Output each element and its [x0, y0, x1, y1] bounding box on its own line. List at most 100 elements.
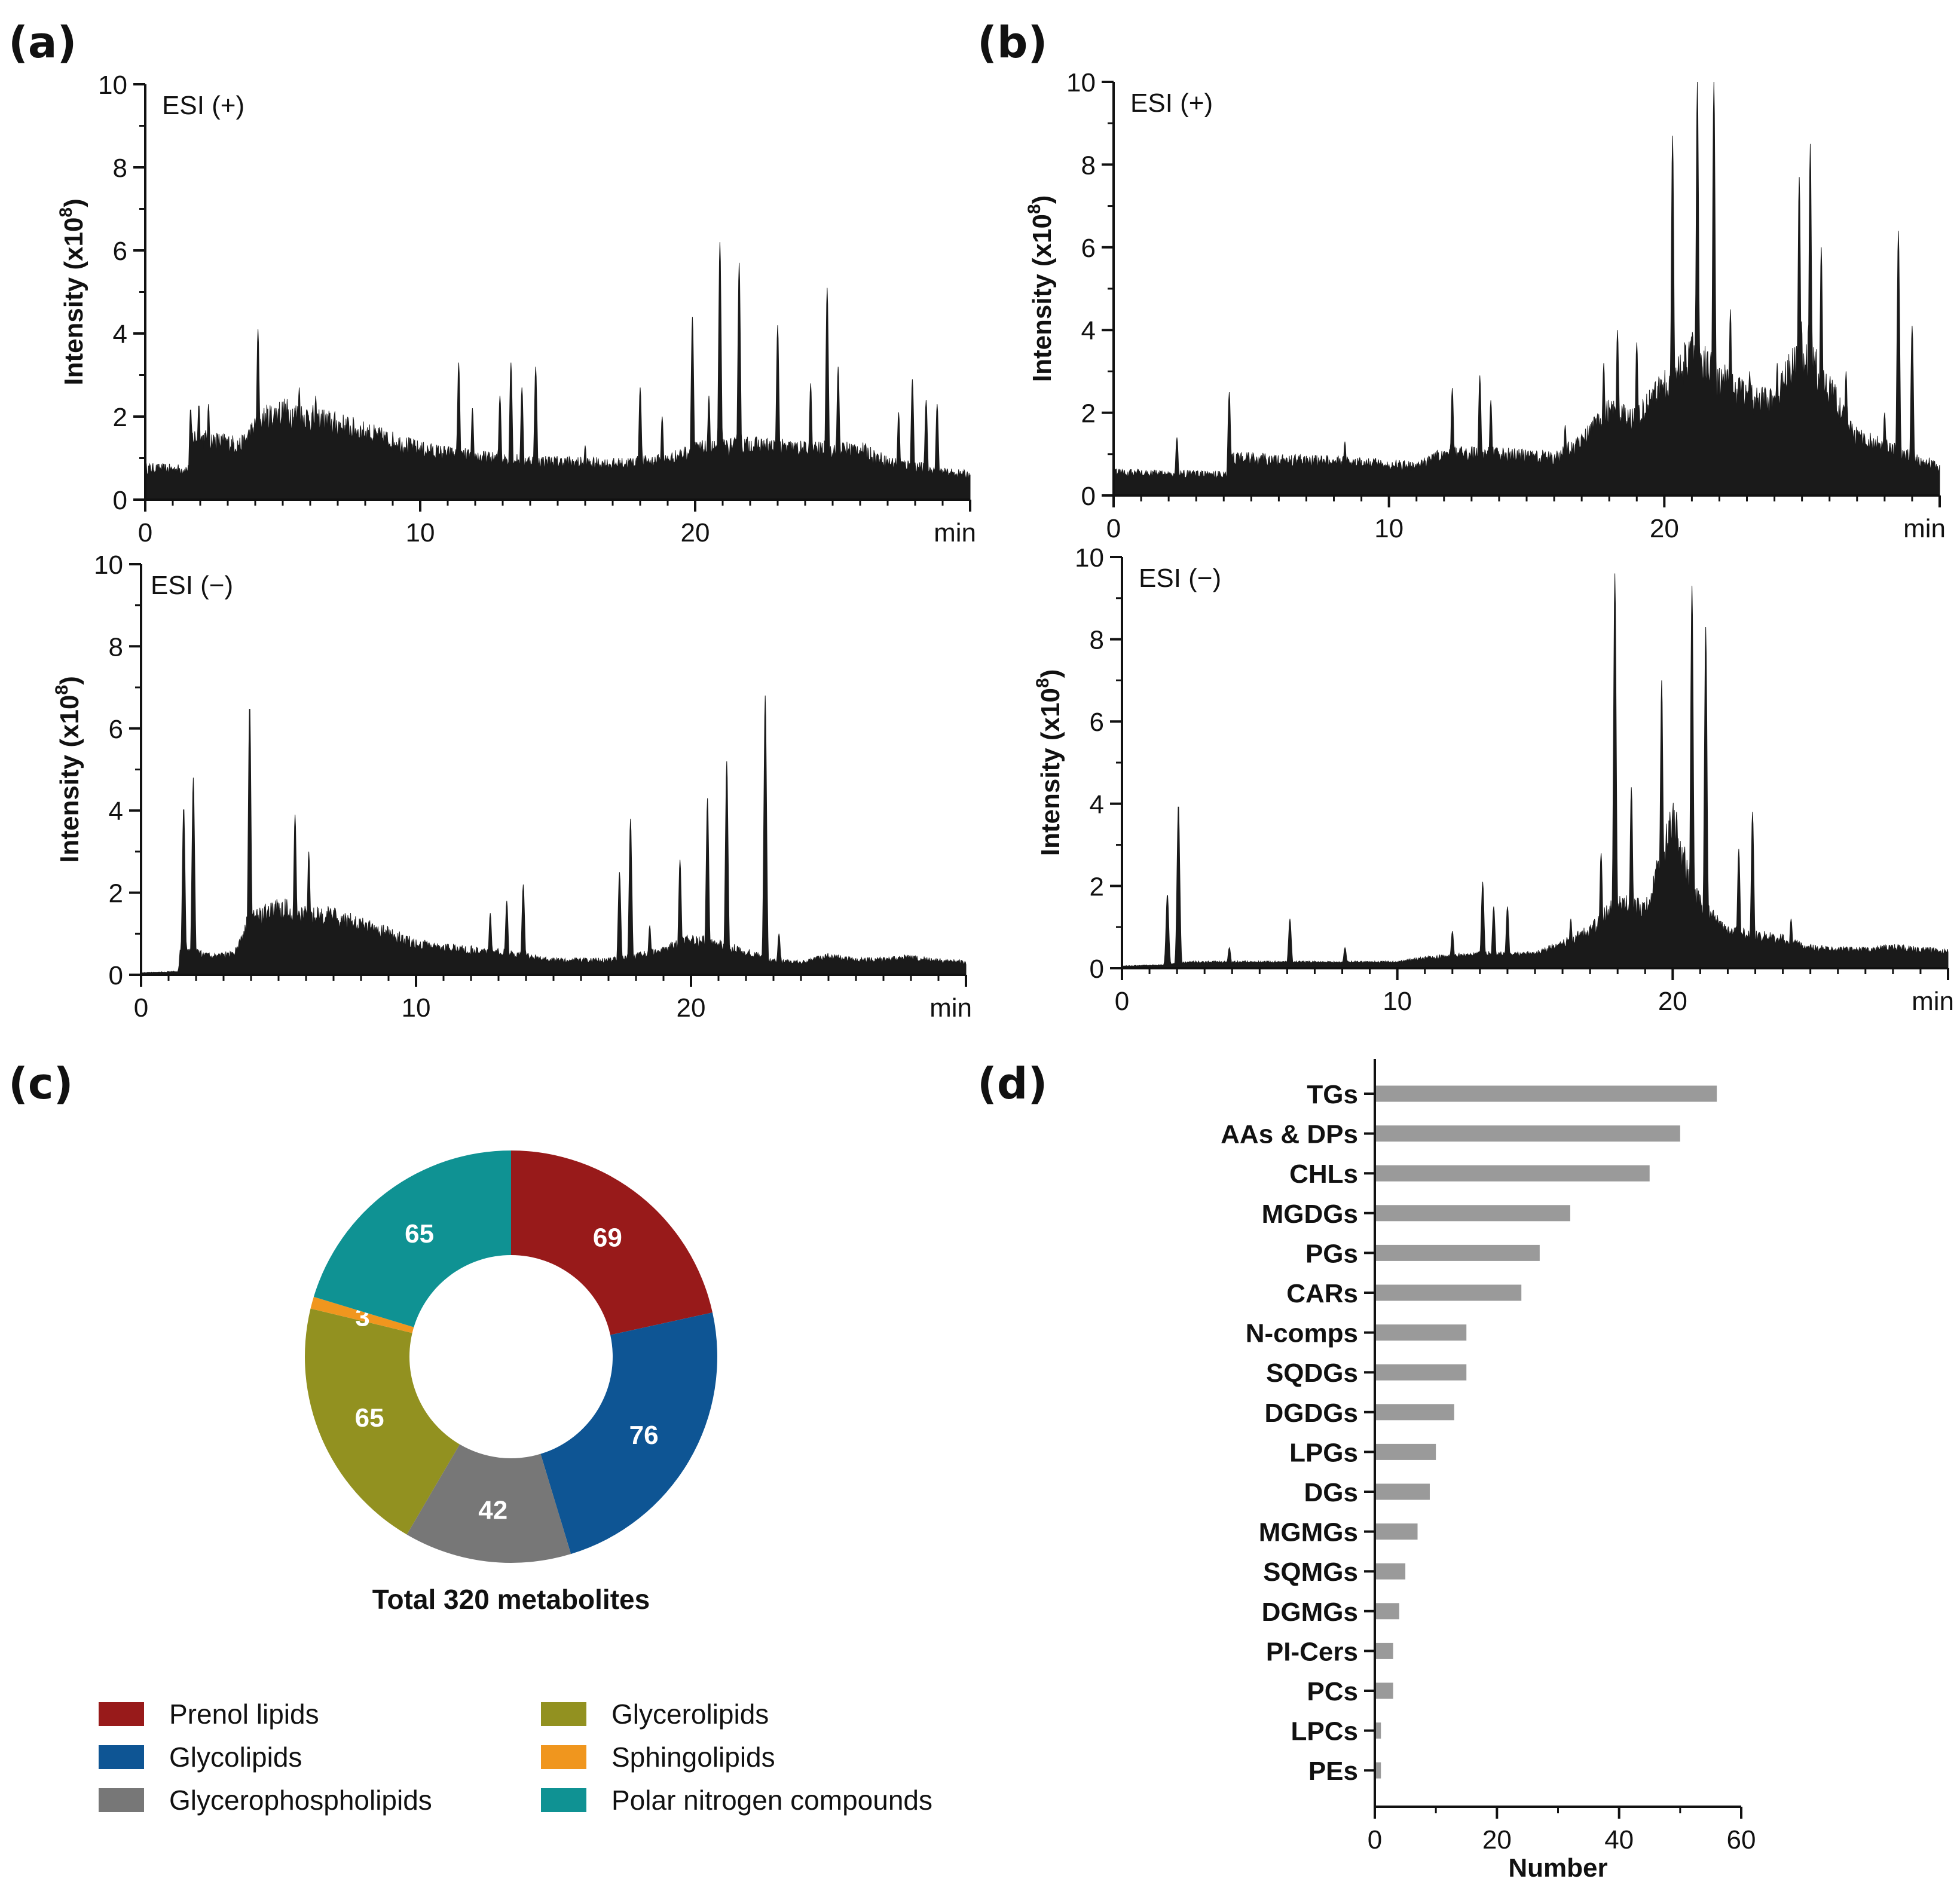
x-unit-label: min [934, 518, 976, 547]
category-label: SQMGs [1263, 1557, 1358, 1587]
y-tick-label: 2 [113, 403, 127, 432]
x-tick-label: 20 [1650, 514, 1679, 543]
y-tick-label: 10 [1066, 68, 1096, 97]
category-label: PEs [1308, 1757, 1358, 1786]
bar [1375, 1483, 1430, 1500]
y-axis-title: Intensity (x108) [1025, 195, 1057, 383]
x-tick-label: 10 [402, 993, 431, 1023]
y-tick-label: 8 [1081, 151, 1096, 180]
y-tick-label: 4 [109, 797, 123, 826]
category-label: PI-Cers [1266, 1637, 1358, 1666]
y-tick-label: 2 [1081, 399, 1096, 429]
legend-entry-label: Polar nitrogen compounds [611, 1785, 932, 1816]
bar [1375, 1682, 1393, 1699]
donut-slice-label: 76 [629, 1421, 659, 1450]
category-label: DGs [1304, 1478, 1358, 1507]
y-tick-label: 10 [98, 71, 127, 100]
y-tick-label: 2 [1090, 872, 1104, 901]
legend-entry-label: Glycolipids [169, 1742, 302, 1773]
x-axis-title: Number [1508, 1853, 1607, 1883]
donut-slice [310, 1296, 414, 1333]
category-label: AAs & DPs [1221, 1120, 1358, 1149]
category-label: N-comps [1246, 1319, 1358, 1348]
category-label: CARs [1286, 1279, 1358, 1308]
donut-slice [511, 1150, 713, 1335]
chromatogram-trace [140, 695, 967, 975]
category-label: LPCs [1291, 1717, 1358, 1746]
donut-slice [406, 1444, 571, 1563]
category-label: CHLs [1289, 1159, 1358, 1189]
bar [1375, 1205, 1570, 1222]
legend-swatch [99, 1745, 144, 1769]
y-tick-label: 0 [109, 961, 123, 990]
category-label: TGs [1307, 1080, 1358, 1109]
x-unit-label: min [1912, 987, 1954, 1016]
y-tick-label: 4 [113, 320, 127, 349]
y-axis-title-exponent: 8 [56, 207, 76, 218]
y-axis-title-close: ) [55, 676, 84, 685]
x-tick-label: 0 [1368, 1825, 1382, 1855]
x-tick-label: 20 [681, 518, 710, 547]
x-tick-label: 10 [1383, 987, 1412, 1016]
donut-slice [305, 1308, 460, 1535]
y-axis-title-exponent: 8 [1025, 204, 1044, 214]
donut-slice [313, 1150, 511, 1327]
chromatogram-trace [1121, 573, 1949, 969]
bar [1375, 1404, 1454, 1421]
bar [1375, 1443, 1436, 1460]
category-label: MGDGs [1262, 1199, 1358, 1229]
x-tick-label: 0 [1106, 514, 1121, 543]
bar [1375, 1364, 1467, 1381]
category-label: DGMGs [1262, 1598, 1358, 1627]
y-axis-title-close: ) [59, 198, 88, 207]
panel-label-b: (b) [977, 17, 1047, 68]
donut-slice-label: 42 [478, 1496, 507, 1525]
category-label: SQDGs [1266, 1358, 1358, 1388]
bar [1375, 1324, 1467, 1341]
y-tick-label: 8 [1090, 626, 1104, 655]
legend-entry-label: Prenol lipids [169, 1699, 319, 1730]
y-axis-title-text: Intensity [1036, 740, 1065, 856]
y-axis-title: Intensity (x108) [52, 676, 84, 863]
bar [1375, 1085, 1717, 1102]
bar [1375, 1244, 1540, 1261]
y-tick-label: 2 [109, 879, 123, 908]
category-label: PGs [1305, 1239, 1358, 1268]
donut-legend: Prenol lipids Glycolipids Glycerophospholi… [99, 1699, 932, 1816]
y-tick-label: 4 [1090, 790, 1104, 819]
y-tick-label: 6 [1090, 708, 1104, 737]
x-unit-label: min [1903, 514, 1946, 543]
legend-swatch [99, 1788, 144, 1812]
chromatogram-trace [1113, 81, 1940, 496]
total-metabolites-label: Total 320 metabolites [372, 1584, 650, 1615]
x-tick-label: 0 [134, 993, 148, 1023]
y-axis-title: Intensity (x108) [1033, 669, 1065, 856]
y-axis-title-text: Intensity [59, 270, 88, 385]
bar [1375, 1642, 1393, 1659]
chromatogram-trace [145, 242, 971, 500]
y-tick-label: 0 [1081, 482, 1096, 511]
y-axis-title-close: ) [1036, 669, 1065, 678]
y-axis-title-unit: (x10 [1036, 688, 1065, 740]
legend-entry-label: Glycerophospholipids [169, 1785, 432, 1816]
y-axis-title-text: Intensity [1028, 267, 1057, 382]
y-tick-label: 8 [109, 632, 123, 662]
panel-label-c: (c) [8, 1058, 74, 1109]
x-tick-label: 10 [406, 518, 435, 547]
x-tick-label: 0 [138, 518, 152, 547]
y-axis-title-unit: (x10 [55, 695, 84, 748]
x-tick-label: 60 [1727, 1825, 1756, 1855]
category-label: MGMGs [1259, 1518, 1358, 1547]
x-tick-label: 0 [1115, 987, 1129, 1016]
bar [1375, 1125, 1680, 1142]
y-tick-label: 6 [113, 237, 127, 266]
y-axis-title-unit: (x10 [1028, 214, 1057, 267]
x-tick-label: 40 [1604, 1825, 1634, 1855]
x-tick-label: 20 [1658, 987, 1687, 1016]
esi-mode-label: ESI (−) [151, 571, 233, 600]
